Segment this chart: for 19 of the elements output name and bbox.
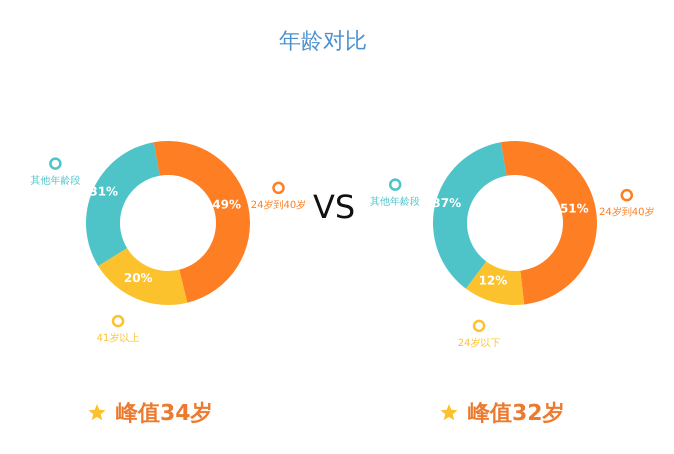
donut-slice [98, 248, 188, 305]
legend-label: 其他年龄段 [370, 196, 420, 208]
chart-title: 年龄对比 [278, 28, 368, 56]
legend-label: 其他年龄段 [30, 174, 80, 187]
data-label: 20% [124, 271, 153, 286]
donut-slice [154, 141, 250, 303]
text: 峰值32岁 [468, 400, 565, 428]
donut-slice [86, 142, 160, 266]
data-label: 51% [560, 202, 589, 216]
legend-label: 24岁到40岁 [599, 206, 655, 218]
donut-slice [433, 142, 507, 289]
data-label: 12% [478, 274, 508, 288]
data-label: 49% [212, 198, 241, 212]
text: VS [313, 188, 356, 226]
text: 峰值34岁 [116, 400, 213, 428]
legend-label: 41岁以上 [96, 332, 140, 344]
donut-slice [466, 261, 524, 305]
legend-label: 24岁以下 [458, 336, 500, 349]
legend-label: 24岁到40岁 [250, 198, 306, 211]
